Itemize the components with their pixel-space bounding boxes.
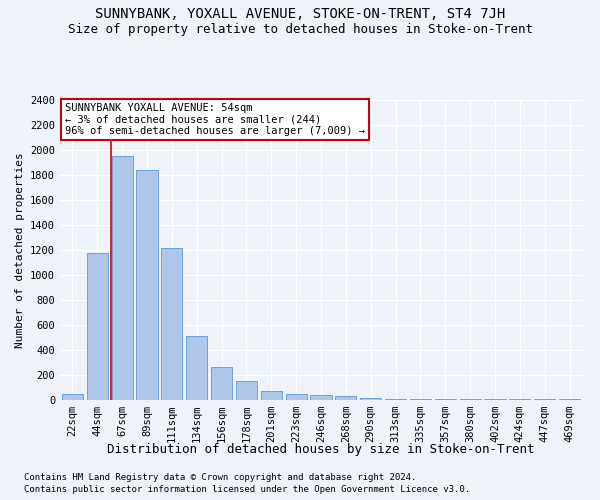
Bar — [410, 399, 431, 400]
Bar — [62, 394, 83, 400]
Y-axis label: Number of detached properties: Number of detached properties — [14, 152, 25, 348]
Bar — [385, 399, 406, 400]
Bar — [211, 367, 232, 400]
Bar — [186, 336, 207, 400]
Text: Contains public sector information licensed under the Open Government Licence v3: Contains public sector information licen… — [24, 485, 470, 494]
Bar — [360, 398, 381, 400]
Text: Contains HM Land Registry data © Crown copyright and database right 2024.: Contains HM Land Registry data © Crown c… — [24, 472, 416, 482]
Text: Size of property relative to detached houses in Stoke-on-Trent: Size of property relative to detached ho… — [67, 22, 533, 36]
Bar — [161, 248, 182, 400]
Bar — [261, 390, 282, 400]
Bar — [112, 156, 133, 400]
Bar — [87, 253, 108, 400]
Text: SUNNYBANK, YOXALL AVENUE, STOKE-ON-TRENT, ST4 7JH: SUNNYBANK, YOXALL AVENUE, STOKE-ON-TRENT… — [95, 8, 505, 22]
Text: SUNNYBANK YOXALL AVENUE: 54sqm
← 3% of detached houses are smaller (244)
96% of : SUNNYBANK YOXALL AVENUE: 54sqm ← 3% of d… — [65, 103, 365, 136]
Bar — [136, 170, 158, 400]
Bar — [236, 381, 257, 400]
Bar — [286, 394, 307, 400]
Bar — [335, 396, 356, 400]
Text: Distribution of detached houses by size in Stoke-on-Trent: Distribution of detached houses by size … — [107, 442, 535, 456]
Bar — [310, 395, 332, 400]
